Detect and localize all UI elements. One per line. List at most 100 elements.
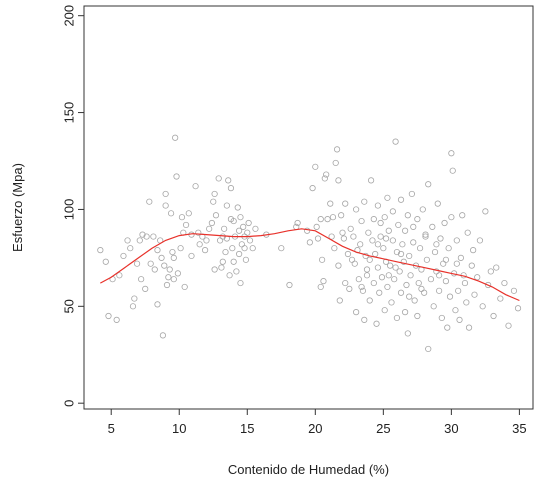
- data-point: [133, 260, 141, 267]
- data-point: [403, 281, 410, 289]
- data-point: [510, 287, 518, 294]
- data-point: [418, 285, 425, 292]
- data-point: [159, 332, 167, 339]
- data-point: [461, 279, 469, 287]
- data-point: [376, 289, 383, 296]
- data-point: [377, 219, 384, 227]
- data-point: [244, 229, 251, 236]
- data-point: [252, 225, 259, 232]
- data-point: [365, 229, 372, 236]
- data-point: [381, 214, 388, 221]
- data-point: [358, 283, 365, 291]
- data-point: [363, 266, 371, 273]
- data-point: [113, 316, 120, 323]
- data-point: [241, 245, 248, 252]
- data-point: [361, 316, 368, 323]
- data-point: [151, 266, 158, 273]
- data-point: [434, 200, 441, 207]
- data-point: [442, 256, 450, 263]
- data-point: [436, 287, 443, 294]
- data-point: [203, 237, 210, 244]
- data-point: [388, 299, 395, 306]
- y-tick-label: 50: [61, 299, 76, 313]
- data-point: [230, 258, 237, 265]
- data-point: [402, 227, 409, 234]
- data-point: [384, 194, 391, 201]
- data-point: [501, 279, 508, 287]
- data-point: [459, 212, 466, 219]
- data-point: [457, 254, 464, 261]
- data-point: [323, 171, 330, 178]
- data-point: [342, 279, 349, 287]
- data-point: [358, 217, 365, 225]
- data-point: [465, 324, 473, 331]
- data-point: [331, 245, 338, 252]
- data-point: [225, 177, 232, 184]
- data-point: [178, 214, 186, 221]
- data-point: [170, 254, 177, 261]
- data-point: [448, 150, 455, 157]
- data-point: [421, 289, 428, 296]
- data-point: [448, 214, 455, 221]
- data-point: [102, 258, 109, 265]
- data-point: [482, 208, 489, 215]
- data-point: [446, 293, 454, 300]
- data-point: [410, 223, 417, 230]
- data-point: [453, 260, 460, 267]
- data-point: [116, 272, 123, 279]
- data-point: [317, 216, 324, 223]
- data-point: [474, 274, 481, 281]
- data-point: [422, 233, 429, 240]
- data-point: [374, 264, 381, 271]
- data-point: [208, 219, 215, 227]
- data-point: [286, 281, 293, 289]
- data-point: [278, 245, 285, 252]
- data-point: [246, 237, 254, 244]
- data-point: [414, 216, 421, 223]
- data-point: [158, 254, 165, 261]
- data-point: [374, 202, 381, 209]
- data-point: [146, 198, 153, 205]
- data-point: [127, 245, 134, 252]
- data-point: [222, 248, 229, 256]
- data-point: [367, 177, 375, 184]
- data-point: [166, 266, 173, 273]
- data-point: [399, 241, 406, 248]
- data-point: [138, 276, 145, 283]
- data-point: [173, 173, 180, 180]
- data-point: [294, 219, 301, 227]
- data-point: [237, 279, 244, 287]
- data-point: [476, 237, 484, 244]
- x-tick-label: 35: [512, 421, 526, 436]
- data-point: [317, 283, 324, 291]
- data-point: [384, 283, 391, 291]
- data-point: [242, 256, 250, 263]
- data-point: [438, 314, 445, 322]
- data-point: [233, 268, 240, 275]
- data-point: [321, 175, 328, 182]
- data-point: [397, 196, 405, 203]
- data-point: [411, 297, 418, 304]
- data-point: [441, 219, 448, 227]
- data-point: [319, 256, 326, 263]
- data-point: [425, 181, 432, 188]
- data-point: [227, 185, 235, 192]
- data-point: [419, 206, 426, 213]
- data-point: [442, 278, 450, 285]
- data-point: [437, 235, 444, 242]
- data-point: [374, 241, 381, 248]
- data-point: [240, 223, 247, 230]
- data-point: [490, 312, 497, 320]
- data-point: [449, 167, 456, 174]
- data-point: [387, 262, 394, 269]
- data-point: [404, 330, 411, 337]
- data-point: [395, 221, 402, 229]
- data-point: [357, 241, 364, 248]
- data-point: [238, 241, 245, 248]
- data-point: [431, 248, 439, 256]
- data-point: [366, 297, 373, 304]
- data-point: [215, 175, 222, 182]
- data-point: [201, 247, 209, 254]
- data-point: [373, 320, 380, 327]
- data-point: [150, 233, 157, 240]
